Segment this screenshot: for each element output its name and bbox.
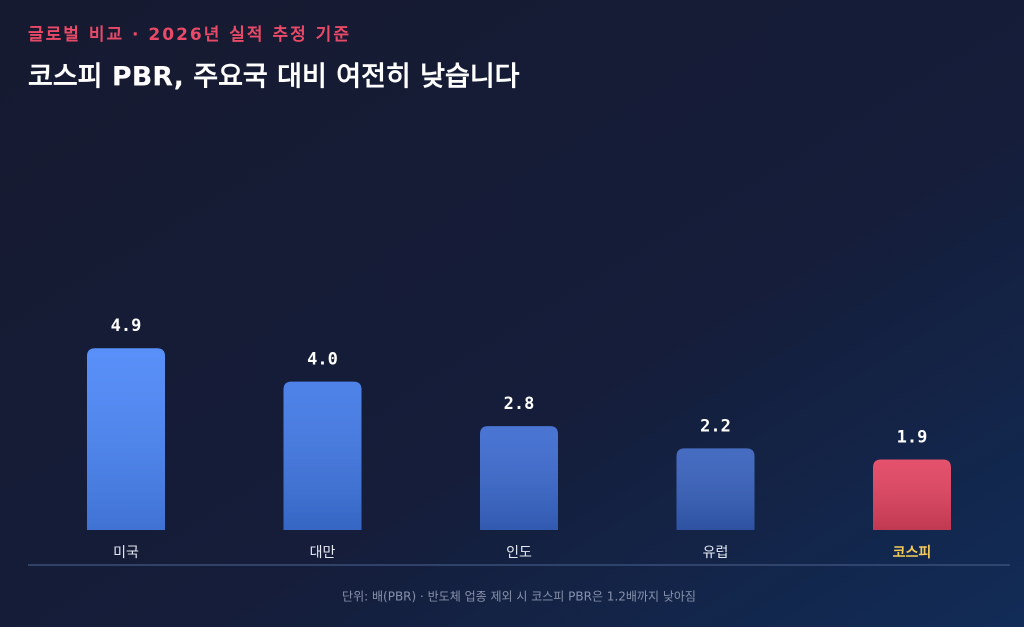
chart-title: 코스피 PBR, 주요국 대비 여전히 낮습니다 [28, 62, 520, 93]
bar-shade [87, 348, 165, 530]
bar-shade [873, 459, 951, 530]
value-label: 2.2 [700, 416, 731, 436]
subtitle: 글로벌 비교 · 2026년 실적 추정 기준 [28, 25, 351, 45]
x-tick-label: 유럽 [703, 545, 729, 561]
x-tick-label: 인도 [506, 545, 532, 561]
x-tick-label: 미국 [113, 545, 139, 561]
bar-shade [283, 381, 362, 530]
x-tick-label: 코스피 [893, 545, 932, 561]
footnote: 단위: 배(PBR) · 반도체 업종 제외 시 코스피 PBR은 1.2배까지… [342, 590, 696, 604]
value-label: 4.0 [307, 350, 338, 370]
value-label: 1.9 [897, 428, 928, 448]
value-label: 4.9 [111, 316, 142, 336]
bar-shade [480, 426, 558, 530]
x-tick-label: 대만 [310, 545, 336, 561]
value-label: 2.8 [504, 394, 535, 414]
bar-shade [676, 448, 755, 530]
